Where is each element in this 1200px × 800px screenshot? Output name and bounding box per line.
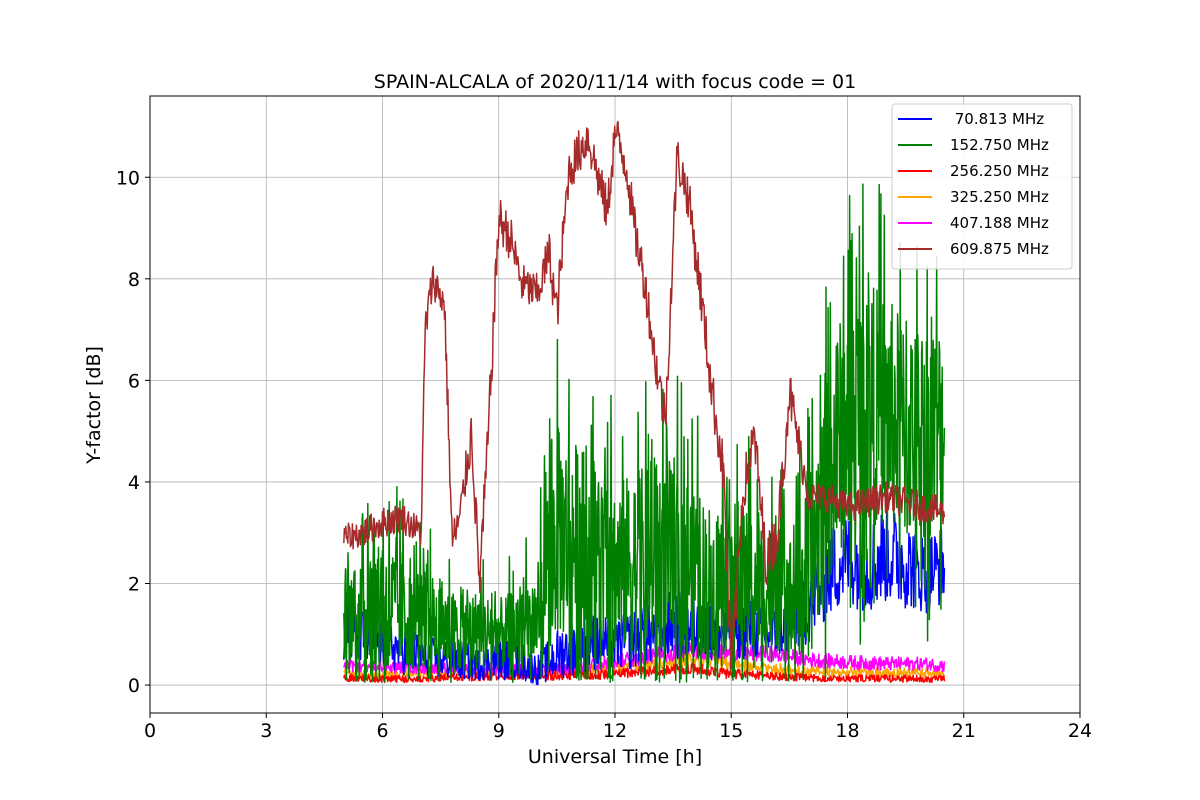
legend-box — [891, 103, 1073, 270]
y-tick-label: 10 — [116, 167, 140, 189]
legend-label: 256.250 MHz — [950, 162, 1049, 180]
chart-title: SPAIN-ALCALA of 2020/11/14 with focus co… — [374, 71, 856, 93]
legend-label: 70.813 MHz — [950, 110, 1044, 128]
y-tick-label: 8 — [128, 269, 140, 291]
series-line — [343, 120, 946, 674]
x-tick-label: 6 — [376, 720, 388, 742]
x-axis-label: Universal Time [h] — [528, 746, 702, 768]
x-tick-label: 9 — [493, 720, 505, 742]
series-line — [343, 183, 946, 684]
x-tick-label: 18 — [835, 720, 859, 742]
y-axis-label: Y-factor [dB] — [83, 346, 105, 465]
x-tick-label: 3 — [260, 720, 272, 742]
legend-label: 152.750 MHz — [950, 136, 1049, 154]
x-tick-label: 24 — [1068, 720, 1092, 742]
legend-label: 325.250 MHz — [950, 188, 1049, 206]
x-tick-label: 12 — [603, 720, 627, 742]
y-tick-label: 4 — [128, 472, 140, 494]
series-group — [343, 120, 946, 686]
y-tick-label: 2 — [128, 574, 140, 596]
x-tick-label: 15 — [719, 720, 743, 742]
y-tick-label: 0 — [128, 675, 140, 697]
legend-label: 609.875 MHz — [950, 240, 1049, 258]
legend-label: 407.188 MHz — [950, 214, 1049, 232]
x-tick-label: 0 — [144, 720, 156, 742]
legend: 70.813 MHz 152.750 MHz 256.250 MHz 325.250 … — [891, 103, 1073, 270]
x-tick-label: 21 — [952, 720, 976, 742]
y-tick-label: 6 — [128, 370, 140, 392]
